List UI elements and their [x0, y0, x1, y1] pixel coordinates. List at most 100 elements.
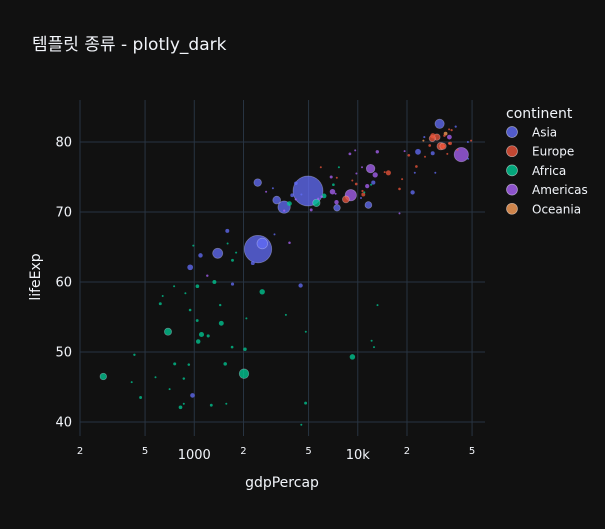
data-point-asia[interactable]: [190, 393, 195, 398]
data-point-africa[interactable]: [287, 201, 292, 207]
data-point-americas[interactable]: [403, 150, 406, 153]
data-point-europe[interactable]: [446, 152, 449, 155]
data-point-africa[interactable]: [212, 280, 217, 284]
data-point-africa[interactable]: [182, 377, 186, 380]
data-point-africa[interactable]: [184, 292, 187, 295]
data-point-asia[interactable]: [292, 175, 324, 207]
data-point-asia[interactable]: [410, 190, 415, 195]
data-point-americas[interactable]: [288, 241, 291, 245]
data-point-asia[interactable]: [454, 125, 457, 128]
data-point-africa[interactable]: [99, 372, 107, 381]
data-point-europe[interactable]: [361, 189, 364, 193]
data-point-europe[interactable]: [401, 178, 404, 181]
data-point-americas[interactable]: [294, 198, 297, 201]
data-point-americas[interactable]: [365, 163, 376, 174]
data-point-americas[interactable]: [453, 147, 469, 163]
data-point-africa[interactable]: [158, 302, 162, 306]
data-point-americas[interactable]: [329, 175, 333, 179]
data-point-asia[interactable]: [271, 187, 274, 190]
data-point-africa[interactable]: [223, 362, 227, 366]
data-point-asia[interactable]: [225, 228, 230, 233]
data-point-asia[interactable]: [423, 136, 426, 139]
data-point-asia[interactable]: [434, 118, 445, 129]
data-point-asia[interactable]: [273, 233, 276, 236]
data-point-europe[interactable]: [335, 176, 338, 179]
data-point-africa[interactable]: [245, 317, 248, 320]
data-point-africa[interactable]: [182, 402, 185, 405]
data-point-africa[interactable]: [187, 363, 191, 366]
data-point-asia[interactable]: [466, 141, 469, 143]
data-point-americas[interactable]: [206, 274, 209, 277]
data-point-africa[interactable]: [133, 353, 136, 356]
data-point-americas[interactable]: [447, 134, 452, 140]
data-point-europe[interactable]: [428, 144, 432, 147]
data-point-asia[interactable]: [300, 193, 303, 196]
data-point-europe[interactable]: [361, 192, 366, 197]
data-point-asia[interactable]: [371, 180, 376, 185]
data-point-africa[interactable]: [195, 319, 199, 322]
data-point-africa[interactable]: [139, 396, 143, 399]
data-point-africa[interactable]: [198, 331, 205, 338]
data-point-africa[interactable]: [209, 403, 213, 407]
data-point-africa[interactable]: [376, 304, 379, 307]
data-point-europe[interactable]: [456, 148, 459, 151]
data-point-africa[interactable]: [226, 242, 229, 245]
data-point-africa[interactable]: [332, 183, 335, 187]
data-point-africa[interactable]: [363, 191, 366, 194]
data-point-asia[interactable]: [198, 253, 203, 258]
data-point-asia[interactable]: [187, 264, 194, 271]
data-point-europe[interactable]: [442, 145, 444, 148]
data-point-africa[interactable]: [178, 405, 183, 410]
data-point-europe[interactable]: [398, 187, 401, 191]
data-point-asia[interactable]: [212, 247, 224, 259]
data-point-africa[interactable]: [304, 401, 308, 405]
data-point-americas[interactable]: [398, 212, 401, 215]
data-point-asia[interactable]: [298, 283, 303, 288]
data-point-americas[interactable]: [354, 149, 357, 152]
data-point-asia[interactable]: [434, 171, 437, 174]
data-point-africa[interactable]: [304, 330, 307, 333]
data-point-americas[interactable]: [372, 172, 378, 178]
data-point-europe[interactable]: [319, 166, 322, 169]
data-point-africa[interactable]: [337, 166, 340, 169]
data-point-americas[interactable]: [365, 183, 370, 189]
data-point-europe[interactable]: [383, 171, 386, 174]
data-point-africa[interactable]: [168, 388, 171, 391]
data-point-africa[interactable]: [130, 381, 133, 384]
data-point-africa[interactable]: [312, 198, 321, 207]
data-point-asia[interactable]: [415, 148, 421, 155]
data-point-africa[interactable]: [231, 258, 234, 262]
data-point-asia[interactable]: [467, 157, 470, 160]
data-point-africa[interactable]: [243, 347, 247, 351]
data-point-asia[interactable]: [333, 204, 341, 212]
data-point-asia[interactable]: [256, 237, 269, 250]
data-point-africa[interactable]: [206, 334, 210, 338]
data-point-americas[interactable]: [361, 166, 363, 169]
legend-item-oceania[interactable]: Oceania: [506, 202, 582, 216]
data-point-africa[interactable]: [284, 313, 287, 316]
legend-item-africa[interactable]: Africa: [506, 164, 567, 178]
data-point-africa[interactable]: [349, 354, 356, 360]
data-point-europe[interactable]: [470, 139, 473, 142]
data-point-africa[interactable]: [218, 320, 224, 326]
data-point-americas[interactable]: [317, 197, 320, 200]
data-point-europe[interactable]: [443, 134, 446, 137]
data-point-africa[interactable]: [373, 346, 375, 349]
data-point-asia[interactable]: [272, 195, 281, 205]
data-point-europe[interactable]: [407, 153, 411, 157]
data-point-europe[interactable]: [430, 133, 436, 139]
data-point-africa[interactable]: [300, 423, 303, 426]
data-point-africa[interactable]: [173, 285, 176, 288]
data-point-asia[interactable]: [230, 282, 235, 286]
data-point-americas[interactable]: [334, 192, 337, 195]
data-point-americas[interactable]: [309, 208, 313, 212]
data-point-africa[interactable]: [230, 345, 234, 349]
data-point-americas[interactable]: [265, 190, 268, 193]
data-point-asia[interactable]: [364, 201, 373, 209]
data-point-europe[interactable]: [354, 182, 358, 186]
data-point-europe[interactable]: [351, 179, 354, 182]
data-point-europe[interactable]: [448, 128, 451, 131]
data-point-africa[interactable]: [225, 402, 228, 405]
legend-item-europe[interactable]: Europe: [506, 145, 575, 159]
data-point-americas[interactable]: [375, 150, 379, 154]
